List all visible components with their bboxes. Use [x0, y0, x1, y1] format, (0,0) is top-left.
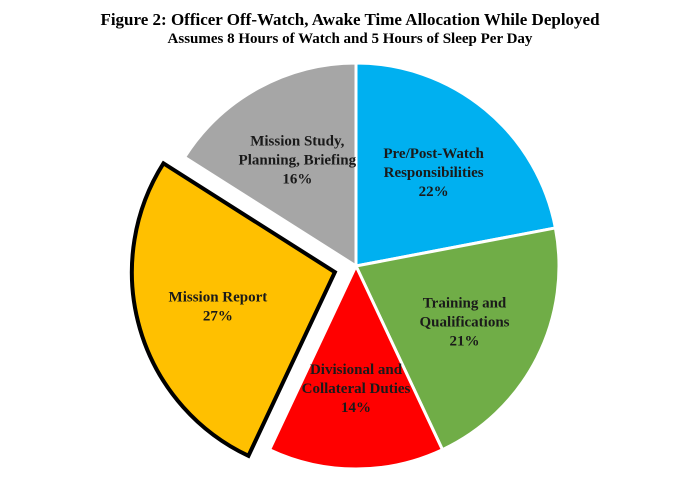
- pie-slice-3: [129, 160, 338, 459]
- slice-label-1: Training and Qualifications 21%: [420, 295, 510, 349]
- slice-name-line-1: Training and: [423, 295, 507, 311]
- pie-slice-2: [267, 262, 445, 471]
- slice-percent-4: 16%: [282, 171, 312, 187]
- slice-label-4: Mission Study, Planning, Briefing 16%: [239, 133, 357, 187]
- slice-label-2: Divisional and Collateral Duties 14%: [302, 362, 411, 416]
- slice-percent-2: 14%: [341, 400, 371, 416]
- chart-title: Figure 2: Officer Off-Watch, Awake Time …: [100, 10, 600, 29]
- slice-percent-3: 27%: [203, 309, 233, 325]
- slice-name-line-4: Mission Study,: [250, 133, 344, 149]
- pie-slice-1: [353, 226, 561, 452]
- slice-name-line-0: Responsibilities: [384, 165, 484, 181]
- slice-name-line-0: Pre/Post-Watch: [383, 146, 484, 162]
- slice-name-line-1: Qualifications: [420, 314, 510, 330]
- pie-slice-4: [182, 61, 358, 269]
- slice-label-3: Mission Report 27%: [169, 290, 268, 325]
- slice-name-line-2: Collateral Duties: [302, 381, 411, 397]
- chart-subtitle: Assumes 8 Hours of Watch and 5 Hours of …: [167, 31, 533, 47]
- slice-name-line-3: Mission Report: [169, 290, 268, 306]
- slice-name-line-2: Divisional and: [310, 362, 403, 378]
- slice-name-line-4: Planning, Briefing: [239, 152, 357, 168]
- slice-percent-0: 22%: [419, 184, 449, 200]
- slice-percent-1: 21%: [450, 333, 480, 349]
- pie-slice-0: [354, 61, 558, 268]
- slice-label-0: Pre/Post-Watch Responsibilities 22%: [383, 146, 484, 200]
